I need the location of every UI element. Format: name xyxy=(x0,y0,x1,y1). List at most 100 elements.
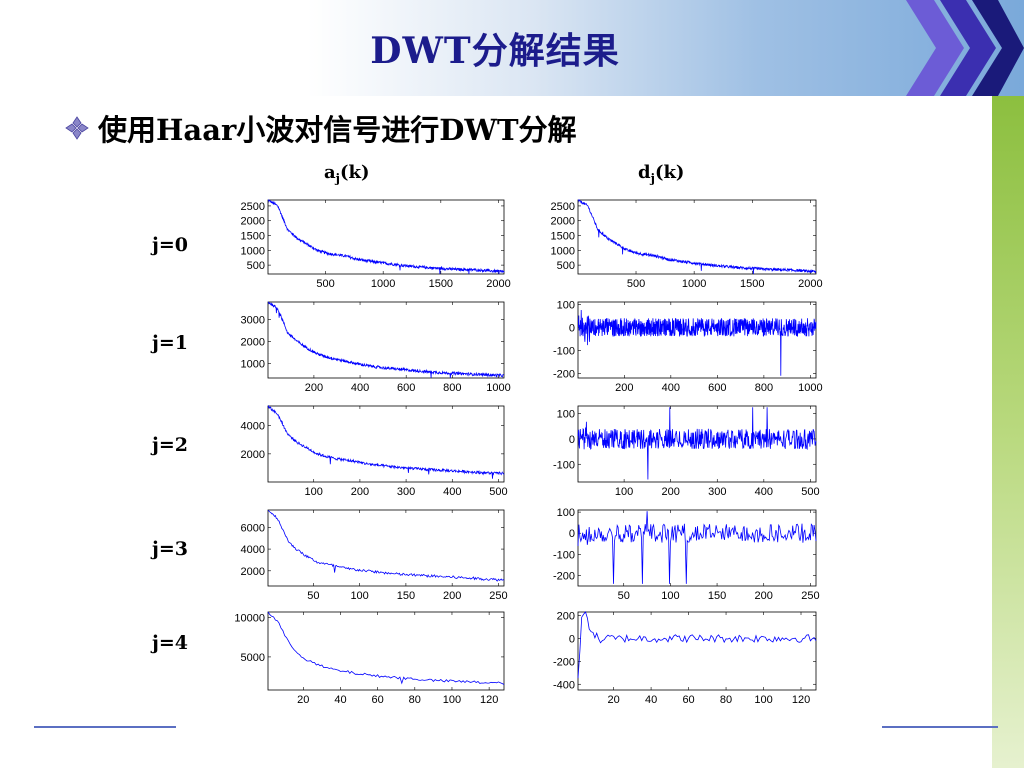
y-tick-label: -400 xyxy=(553,679,575,691)
x-tick-label: 2000 xyxy=(486,278,510,290)
x-tick-label: 400 xyxy=(755,486,773,498)
chevron-light-icon xyxy=(906,0,964,96)
plot-frame xyxy=(267,405,505,483)
y-tick-label: 100 xyxy=(557,507,575,519)
x-tick-label: 300 xyxy=(397,486,415,498)
y-tick-label: 1500 xyxy=(241,231,265,243)
y-tick-label: 5000 xyxy=(241,652,265,664)
x-tick-label: 600 xyxy=(397,382,415,394)
y-tick-label: 3000 xyxy=(241,315,265,327)
y-tick-label: 1000 xyxy=(551,245,575,257)
col-head-base: d xyxy=(638,162,651,183)
x-tick-label: 250 xyxy=(801,590,819,602)
x-tick-label: 150 xyxy=(397,590,415,602)
x-tick-label: 100 xyxy=(305,486,323,498)
plot-frame xyxy=(577,405,817,483)
plot-panel-a1: 200 400 600 800 1000 1000 2000 3000 xyxy=(241,301,511,394)
y-tick-label: 0 xyxy=(569,528,575,540)
x-tick-label: 800 xyxy=(443,382,461,394)
plot-panel-d4: 20 40 60 80 100 120 200 0 -200 -400 xyxy=(553,610,817,706)
x-tick-label: 2000 xyxy=(798,278,822,290)
y-tick-label: 2500 xyxy=(241,201,265,213)
x-tick-label: 20 xyxy=(297,694,309,706)
row-label-j4: j=4 xyxy=(152,632,189,654)
plot-frame xyxy=(267,611,505,691)
plot-panel-a2: 100 200 300 400 500 2000 4000 xyxy=(241,404,508,498)
x-tick-label: 200 xyxy=(305,382,323,394)
plot-frame xyxy=(577,301,817,379)
x-tick-label: 100 xyxy=(661,590,679,602)
x-tick-label: 40 xyxy=(645,694,657,706)
x-tick-label: 200 xyxy=(662,486,680,498)
y-tick-label: 4000 xyxy=(241,421,265,433)
bullet-row: 使用Haar小波对信号进行DWT分解 xyxy=(64,106,577,150)
x-tick-label: 1000 xyxy=(682,278,706,290)
y-tick-label: 2000 xyxy=(241,566,265,578)
x-tick-label: 50 xyxy=(618,590,630,602)
x-tick-label: 1000 xyxy=(486,382,510,394)
series-line-d4 xyxy=(577,611,817,679)
series-line-a2 xyxy=(267,404,505,479)
plot-panel-d0: 500 1000 1500 2000 500 1000 1500 2000 2500 xyxy=(551,199,823,290)
slide-title: DWT分解结果 xyxy=(370,30,620,72)
plot-panel-d3: 50 100 150 200 250 100 0 -100 -200 xyxy=(553,507,820,602)
x-tick-label: 200 xyxy=(443,590,461,602)
plot-panel-a4: 20 40 60 80 100 120 5000 10000 xyxy=(234,611,505,706)
x-tick-label: 200 xyxy=(615,382,633,394)
diamond-bullet-icon xyxy=(65,116,89,140)
series-line-a4 xyxy=(267,611,505,685)
y-tick-label: -100 xyxy=(553,459,575,471)
plot-frame xyxy=(577,611,817,691)
x-tick-label: 400 xyxy=(662,382,680,394)
chevron-decoration-icon xyxy=(906,0,1024,96)
bullet-text: 使用Haar小波对信号进行DWT分解 xyxy=(98,113,577,147)
x-tick-label: 120 xyxy=(480,694,498,706)
row-label-j2: j=2 xyxy=(152,434,189,456)
y-tick-label: 2500 xyxy=(551,201,575,213)
plot-frame xyxy=(267,509,505,587)
series-line-d1 xyxy=(577,309,817,376)
series-line-d0 xyxy=(578,199,817,275)
x-tick-label: 1000 xyxy=(371,278,395,290)
col-head-suffix: (k) xyxy=(654,162,685,183)
x-tick-label: 1500 xyxy=(429,278,453,290)
y-tick-label: 1500 xyxy=(551,231,575,243)
col-head-sub: j xyxy=(335,171,341,186)
x-tick-label: 100 xyxy=(615,486,633,498)
right-stripe xyxy=(992,96,1024,768)
series-line-d3 xyxy=(577,511,817,584)
y-tick-label: 500 xyxy=(557,260,575,272)
chevron-dark-icon xyxy=(972,0,1024,96)
y-tick-label: -200 xyxy=(553,570,575,582)
x-tick-label: 20 xyxy=(607,694,619,706)
y-tick-label: 0 xyxy=(569,322,575,334)
x-tick-label: 300 xyxy=(708,486,726,498)
y-tick-label: 2000 xyxy=(241,449,265,461)
x-tick-label: 500 xyxy=(627,278,645,290)
y-tick-label: 200 xyxy=(557,610,575,622)
y-tick-label: 1000 xyxy=(241,359,265,371)
y-tick-label: -200 xyxy=(553,656,575,668)
row-label-j0: j=0 xyxy=(152,234,189,256)
col-head-base: a xyxy=(324,162,336,183)
x-tick-label: 500 xyxy=(801,486,819,498)
x-tick-label: 200 xyxy=(351,486,369,498)
col-head-sub: j xyxy=(650,171,655,186)
y-tick-label: 2000 xyxy=(551,216,575,228)
y-tick-label: 500 xyxy=(247,260,265,272)
x-tick-label: 500 xyxy=(316,278,334,290)
row-label-j1: j=1 xyxy=(152,332,189,354)
x-tick-label: 50 xyxy=(307,590,319,602)
x-tick-label: 60 xyxy=(682,694,694,706)
x-tick-label: 200 xyxy=(755,590,773,602)
x-tick-label: 80 xyxy=(409,694,421,706)
y-tick-label: -100 xyxy=(553,549,575,561)
y-tick-label: 100 xyxy=(557,299,575,311)
y-tick-label: -100 xyxy=(553,345,575,357)
y-tick-label: 2000 xyxy=(241,216,265,228)
series-line-a1 xyxy=(268,301,505,379)
x-tick-label: 400 xyxy=(443,486,461,498)
y-tick-label: 1000 xyxy=(241,245,265,257)
